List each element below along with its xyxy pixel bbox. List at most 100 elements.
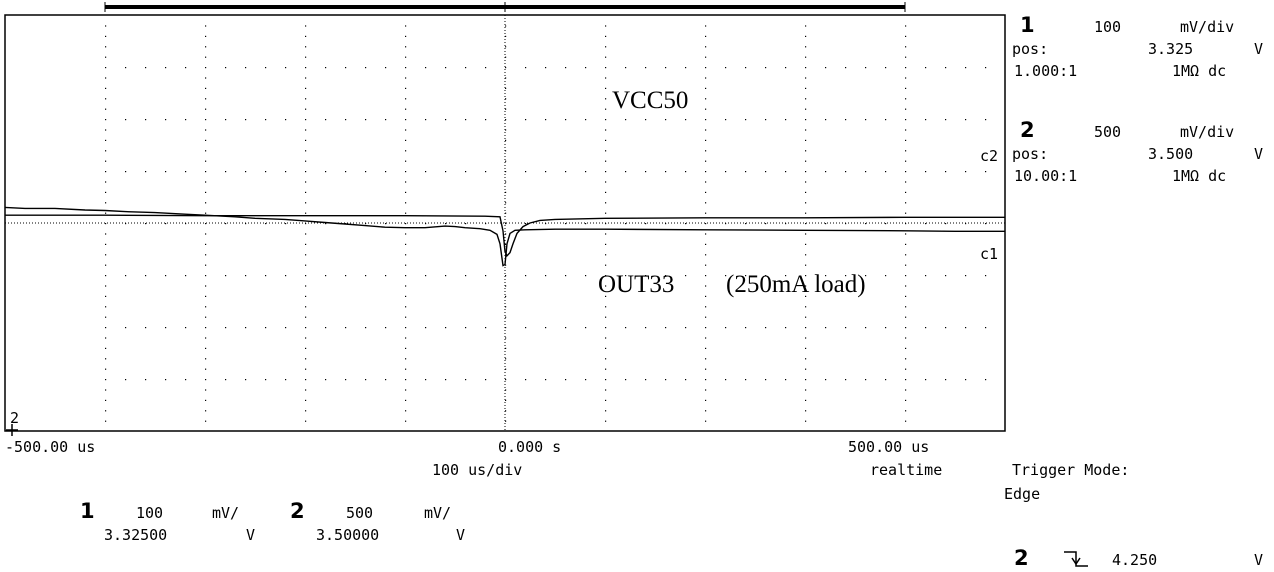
grid-dot bbox=[105, 160, 107, 162]
grid-dot bbox=[385, 67, 387, 69]
grid-dot bbox=[705, 254, 707, 256]
grid-dot bbox=[885, 223, 887, 225]
grid-dot bbox=[305, 295, 307, 297]
grid-dot bbox=[105, 77, 107, 79]
grid-dot bbox=[205, 285, 207, 287]
grid-dot bbox=[805, 264, 807, 266]
grid-dot bbox=[105, 223, 107, 225]
grid-dot bbox=[905, 410, 907, 412]
grid-dot bbox=[105, 35, 107, 37]
grid-dot bbox=[305, 420, 307, 422]
grid-dot bbox=[365, 379, 367, 381]
grid-dot bbox=[285, 67, 287, 69]
grid-dot bbox=[905, 306, 907, 308]
grid-dot bbox=[665, 67, 667, 69]
grid-dot bbox=[205, 160, 207, 162]
grid-dot bbox=[405, 35, 407, 37]
grid-dot bbox=[905, 98, 907, 100]
svg-text:1MΩ dc: 1MΩ dc bbox=[1172, 167, 1226, 185]
grid-dot bbox=[385, 327, 387, 329]
grid-dot bbox=[905, 67, 907, 69]
grid-dot bbox=[105, 25, 107, 27]
grid-dot bbox=[105, 254, 107, 256]
grid-dot bbox=[365, 67, 367, 69]
grid-dot bbox=[405, 160, 407, 162]
svg-text:mV/: mV/ bbox=[212, 504, 239, 522]
grid-dot bbox=[465, 379, 467, 381]
svg-text:2: 2 bbox=[10, 409, 19, 427]
grid-dot bbox=[325, 67, 327, 69]
grid-dot bbox=[525, 171, 527, 173]
grid-dot bbox=[105, 337, 107, 339]
grid-dot bbox=[305, 212, 307, 214]
series-line-vcc50 bbox=[4, 206, 1005, 267]
grid-dot bbox=[405, 337, 407, 339]
grid-dot bbox=[865, 67, 867, 69]
grid-dot bbox=[945, 275, 947, 277]
grid-dot bbox=[845, 379, 847, 381]
grid-dot bbox=[405, 223, 407, 225]
svg-text:1MΩ dc: 1MΩ dc bbox=[1172, 62, 1226, 80]
grid-dot bbox=[105, 275, 107, 277]
grid-dot bbox=[705, 46, 707, 48]
grid-dot bbox=[905, 358, 907, 360]
grid-dot bbox=[805, 379, 807, 381]
grid-dot bbox=[505, 160, 507, 162]
grid-dot bbox=[105, 56, 107, 58]
grid-dot bbox=[325, 171, 327, 173]
grid-dot bbox=[605, 87, 607, 89]
grid-dot bbox=[705, 35, 707, 37]
grid-dot bbox=[505, 379, 507, 381]
grid-dot bbox=[905, 181, 907, 183]
grid-dot bbox=[845, 119, 847, 121]
grid-dot bbox=[305, 25, 307, 27]
grid-dot bbox=[305, 77, 307, 79]
grid-dot bbox=[105, 358, 107, 360]
grid-dot bbox=[505, 119, 507, 121]
grid-dot bbox=[505, 264, 507, 266]
grid-dot bbox=[805, 191, 807, 193]
grid-dot bbox=[325, 379, 327, 381]
grid-dot bbox=[845, 67, 847, 69]
grid-dot bbox=[625, 119, 627, 121]
grid-dot bbox=[145, 67, 147, 69]
grid-dot bbox=[105, 150, 107, 152]
grid-dot bbox=[705, 67, 707, 69]
grid-dot bbox=[765, 67, 767, 69]
grid-dot bbox=[105, 295, 107, 297]
grid-dot bbox=[305, 347, 307, 349]
grid-dot bbox=[565, 171, 567, 173]
grid-dot bbox=[305, 275, 307, 277]
grid-dot bbox=[525, 275, 527, 277]
grid-dot bbox=[885, 119, 887, 121]
grid-dot bbox=[405, 212, 407, 214]
grid-dot bbox=[825, 67, 827, 69]
grid-dot bbox=[605, 316, 607, 318]
grid-dot bbox=[905, 160, 907, 162]
grid-dot bbox=[505, 306, 507, 308]
svg-text:V: V bbox=[1254, 551, 1263, 569]
grid-dot bbox=[825, 327, 827, 329]
grid-dot bbox=[505, 212, 507, 214]
grid-dot bbox=[305, 171, 307, 173]
grid-dot bbox=[705, 243, 707, 245]
grid-dot bbox=[805, 98, 807, 100]
grid-dot bbox=[405, 171, 407, 173]
grid-dot bbox=[105, 399, 107, 401]
grid-dot bbox=[705, 295, 707, 297]
svg-text:Trigger Mode:: Trigger Mode: bbox=[1012, 461, 1129, 479]
grid-dot bbox=[505, 275, 507, 277]
grid-dot bbox=[385, 379, 387, 381]
grid-dot bbox=[445, 223, 447, 225]
grid-dot bbox=[605, 171, 607, 173]
svg-text:1.000:1: 1.000:1 bbox=[1014, 62, 1077, 80]
grid-dot bbox=[405, 358, 407, 360]
grid-dot bbox=[905, 171, 907, 173]
grid-dot bbox=[265, 67, 267, 69]
grid-dot bbox=[505, 77, 507, 79]
grid-dot bbox=[665, 171, 667, 173]
grid-dot bbox=[765, 223, 767, 225]
grid-dot bbox=[185, 379, 187, 381]
grid-dot bbox=[705, 420, 707, 422]
grid-dot bbox=[605, 160, 607, 162]
